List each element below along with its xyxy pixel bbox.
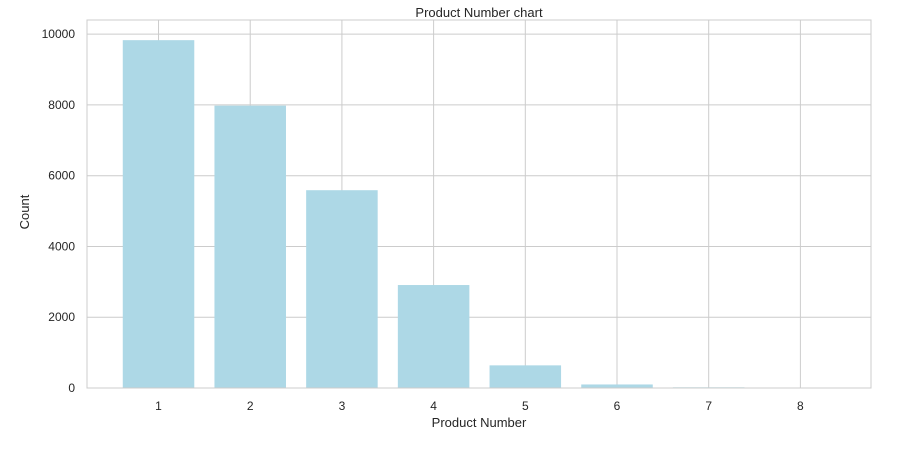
- y-tick-label: 0: [68, 381, 75, 395]
- bar-product-3: [306, 190, 378, 388]
- bar-product-5: [489, 365, 562, 388]
- x-tick-label: 3: [339, 399, 346, 413]
- x-tick-label: 2: [247, 399, 254, 413]
- y-tick-label: 6000: [48, 169, 75, 183]
- x-axis-ticks: 1 2 3 4 5 6 7 8: [155, 399, 804, 413]
- bar-product-4: [397, 285, 470, 388]
- bar-product-1: [122, 40, 195, 389]
- x-tick-label: 8: [797, 399, 804, 413]
- plot-frame: [86, 19, 872, 389]
- y-tick-label: 10000: [42, 27, 76, 41]
- x-tick-label: 6: [614, 399, 621, 413]
- bar-product-6: [581, 384, 653, 388]
- y-tick-label: 4000: [48, 239, 75, 253]
- x-tick-label: 7: [705, 399, 712, 413]
- x-tick-label: 5: [522, 399, 529, 413]
- grid: [87, 20, 871, 389]
- x-tick-label: 1: [155, 399, 162, 413]
- bars: [122, 40, 837, 389]
- x-axis-title: Product Number: [432, 415, 527, 430]
- y-axis-ticks: 0 2000 4000 6000 8000 10000: [42, 27, 76, 395]
- x-tick-label: 4: [430, 399, 437, 413]
- y-tick-label: 2000: [48, 310, 75, 324]
- y-tick-label: 8000: [48, 98, 75, 112]
- y-axis-title: Count: [17, 194, 32, 229]
- chart-title: Product Number chart: [415, 5, 543, 20]
- bar-product-2: [214, 105, 286, 388]
